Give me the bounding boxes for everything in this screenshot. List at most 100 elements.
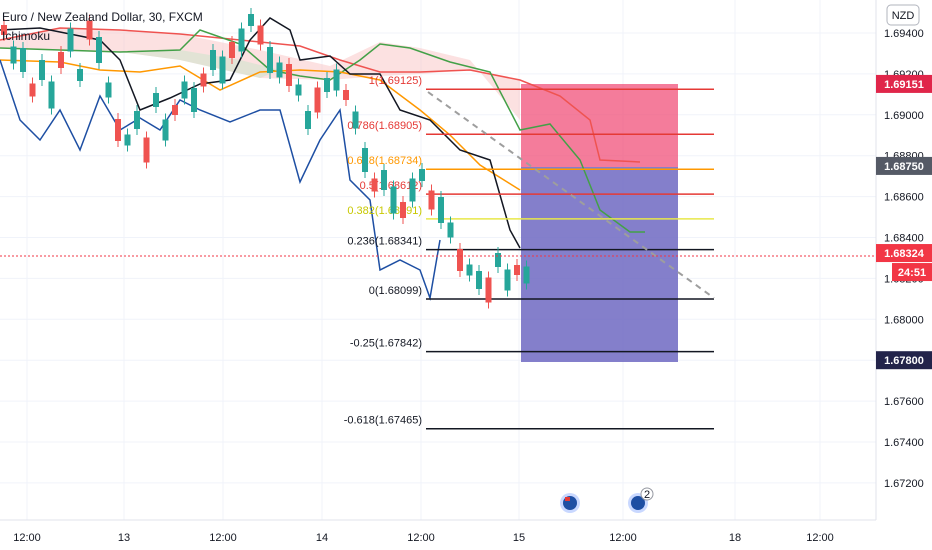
candle-body <box>419 169 425 181</box>
candle-body <box>428 190 435 210</box>
price-tag-label: 1.69151 <box>884 79 924 91</box>
candle-body <box>39 60 45 80</box>
candle-body <box>362 148 368 172</box>
time-tick-label: 15 <box>513 532 525 544</box>
candle-body <box>514 265 520 275</box>
price-tick-label: 1.68400 <box>884 233 924 245</box>
event-count: 2 <box>644 489 650 501</box>
time-tick-label: 12:00 <box>609 532 637 544</box>
candle-body <box>371 178 378 192</box>
trend-line[interactable] <box>427 91 715 299</box>
price-tag-label: 24:51 <box>898 267 926 279</box>
ichimoku-lines <box>0 17 645 301</box>
price-tag[interactable] <box>876 156 932 175</box>
stop-loss-zone[interactable] <box>521 84 678 167</box>
candle-body <box>457 249 463 271</box>
indicator-label: Ichimoku <box>2 29 50 43</box>
candle-body <box>352 111 359 129</box>
candle-body <box>153 93 159 107</box>
candle-body <box>523 266 530 284</box>
price-tick-label: 1.67600 <box>884 396 924 408</box>
price-tag-label: 1.67800 <box>884 355 924 367</box>
candle-body <box>162 119 169 141</box>
symbol-title: Euro / New Zealand Dollar, 30, FXCM <box>2 10 203 24</box>
candle-body <box>143 137 150 163</box>
candle-body <box>276 62 283 78</box>
candle-body <box>504 269 511 291</box>
fib-level-label: 0.236(1.68341) <box>347 236 422 248</box>
fib-level-label: 1(1.69125) <box>369 75 422 87</box>
candle-body <box>105 82 112 98</box>
price-tag[interactable] <box>876 74 932 93</box>
conversion-line <box>0 17 521 249</box>
candle-body <box>29 83 36 97</box>
candle-body <box>210 50 216 70</box>
fib-level-label: -0.25(1.67842) <box>350 338 422 350</box>
candle-body <box>248 14 254 26</box>
time-tick-label: 12:00 <box>209 532 237 544</box>
candle-body <box>20 48 26 72</box>
candle-body <box>200 73 207 87</box>
price-tag[interactable] <box>876 351 932 370</box>
candle-body <box>257 25 264 45</box>
candle-body <box>219 56 226 84</box>
time-tick-label: 18 <box>729 532 741 544</box>
candle-body <box>400 202 406 218</box>
fib-level-label: 0.618(1.68734) <box>347 155 422 167</box>
time-tick-label: 12:00 <box>407 532 435 544</box>
price-tag-label: 1.68750 <box>884 161 924 173</box>
candle-body <box>390 186 397 214</box>
candle-body <box>314 87 321 113</box>
candle-body <box>86 20 93 40</box>
candle-body <box>476 271 482 289</box>
candle-body <box>267 47 273 73</box>
fib-level-label: 0(1.68099) <box>369 285 422 297</box>
candle-body <box>229 42 235 58</box>
candle-body <box>181 81 188 99</box>
candle-body <box>238 28 245 52</box>
candle-body <box>67 28 74 52</box>
candle-body <box>96 37 102 63</box>
currency-badge[interactable] <box>886 4 920 26</box>
candle-body <box>381 170 387 190</box>
economic-event-icon[interactable]: 2 <box>628 487 654 513</box>
candle-body <box>438 197 444 223</box>
price-tick-label: 1.67200 <box>884 478 924 490</box>
time-tick-label: 13 <box>118 532 130 544</box>
candle-body <box>495 253 501 267</box>
fib-level-label: 0.786(1.68905) <box>347 120 422 132</box>
price-tag[interactable] <box>892 263 932 282</box>
economic-event-icon[interactable] <box>560 493 580 513</box>
fib-level-label: 0.382(1.68491) <box>347 205 422 217</box>
candle-body <box>10 46 17 64</box>
candle-body <box>172 105 178 115</box>
price-tags: 1.69151 1.68750 1.68324 24:51 1.67800 <box>876 74 932 370</box>
candle-body <box>466 264 473 276</box>
candle-body <box>77 69 83 81</box>
price-tick-label: 1.67400 <box>884 437 924 449</box>
lagging-span-line <box>0 59 441 301</box>
candle-body <box>134 111 140 129</box>
price-tick-label: 1.68600 <box>884 192 924 204</box>
senkou-a-line <box>0 27 641 163</box>
candle-body <box>295 84 302 96</box>
candle-body <box>343 90 349 100</box>
candlesticks <box>1 8 530 309</box>
candle-body <box>124 134 131 146</box>
candle-body <box>409 178 416 202</box>
candle-body <box>333 69 340 91</box>
candle-body <box>115 119 121 141</box>
fib-level-label: -0.618(1.67465) <box>344 415 422 427</box>
time-axis[interactable] <box>0 520 876 550</box>
price-tag[interactable] <box>876 244 932 263</box>
candle-body <box>191 88 197 112</box>
candle-body <box>485 277 492 303</box>
take-profit-zone[interactable] <box>521 167 678 362</box>
senkou-b-line <box>0 29 645 233</box>
price-tick-label: 1.69000 <box>884 110 924 122</box>
price-tick-label: 1.68000 <box>884 314 924 326</box>
candle-body <box>447 222 454 238</box>
candle-body <box>324 78 330 92</box>
time-tick-label: 12:00 <box>806 532 834 544</box>
